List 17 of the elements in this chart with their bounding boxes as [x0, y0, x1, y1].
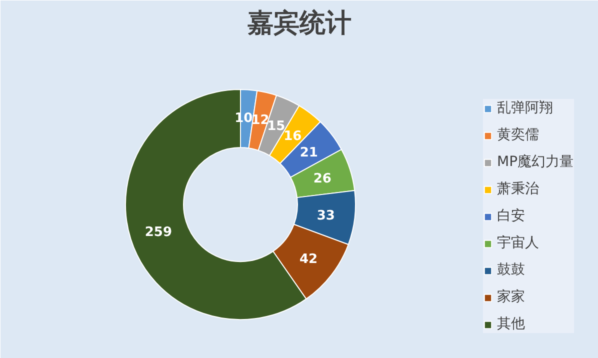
legend-label: 白安: [497, 207, 525, 225]
legend-label: 乱弹阿翔: [497, 99, 553, 117]
legend-label: 其他: [497, 315, 525, 333]
legend-label: 宇宙人: [497, 234, 539, 252]
data-label: 33: [316, 208, 335, 224]
data-label: 15: [267, 118, 286, 134]
legend-label: MP魔幻力量: [497, 153, 574, 171]
data-label: 42: [299, 252, 318, 268]
data-label: 259: [144, 224, 172, 240]
data-label: 26: [313, 172, 332, 187]
data-label: 16: [284, 128, 302, 144]
legend-label: 萧秉治: [497, 180, 539, 198]
data-label: 21: [300, 145, 318, 160]
legend-label: 黄奕儒: [497, 126, 539, 144]
chart-title: 嘉宾统计: [248, 8, 352, 38]
legend-label: 家家: [497, 288, 525, 306]
legend-label: 鼓鼓: [497, 261, 525, 279]
